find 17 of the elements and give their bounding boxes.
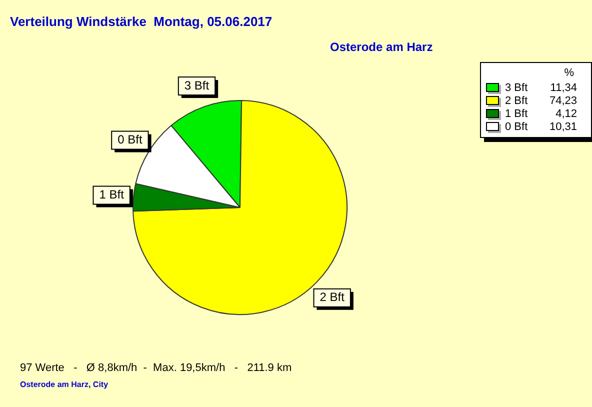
data-label: 74,23	[548, 94, 577, 106]
legend-label: 2 Bft	[505, 94, 529, 106]
legend-title: %	[563, 67, 575, 79]
slice-label: 0 Bft	[118, 132, 143, 147]
text: 97 Werte - Ø 8,8km/h - Max. 19,5km/h - 211.9 km	[20, 362, 292, 374]
slice-label: 3 Bft	[184, 78, 210, 92]
text: Osterode am Harz, City	[20, 380, 108, 389]
legend-label: 0 Bft	[505, 120, 529, 132]
data-label: 11,34	[549, 82, 577, 94]
legend-label: 1 Bft	[505, 108, 529, 120]
slice-label: 2 Bft	[320, 290, 346, 304]
data-label: 10,31	[548, 120, 577, 132]
legend-label: 3 Bft	[505, 82, 529, 94]
chart-subtitle: Osterode am Harz	[330, 40, 433, 54]
slice-label: 1 Bft	[99, 188, 125, 202]
chart-title: Verteilung Windstärke Montag, 05.06.2017	[10, 14, 272, 29]
data-label: 4,12	[554, 108, 577, 120]
